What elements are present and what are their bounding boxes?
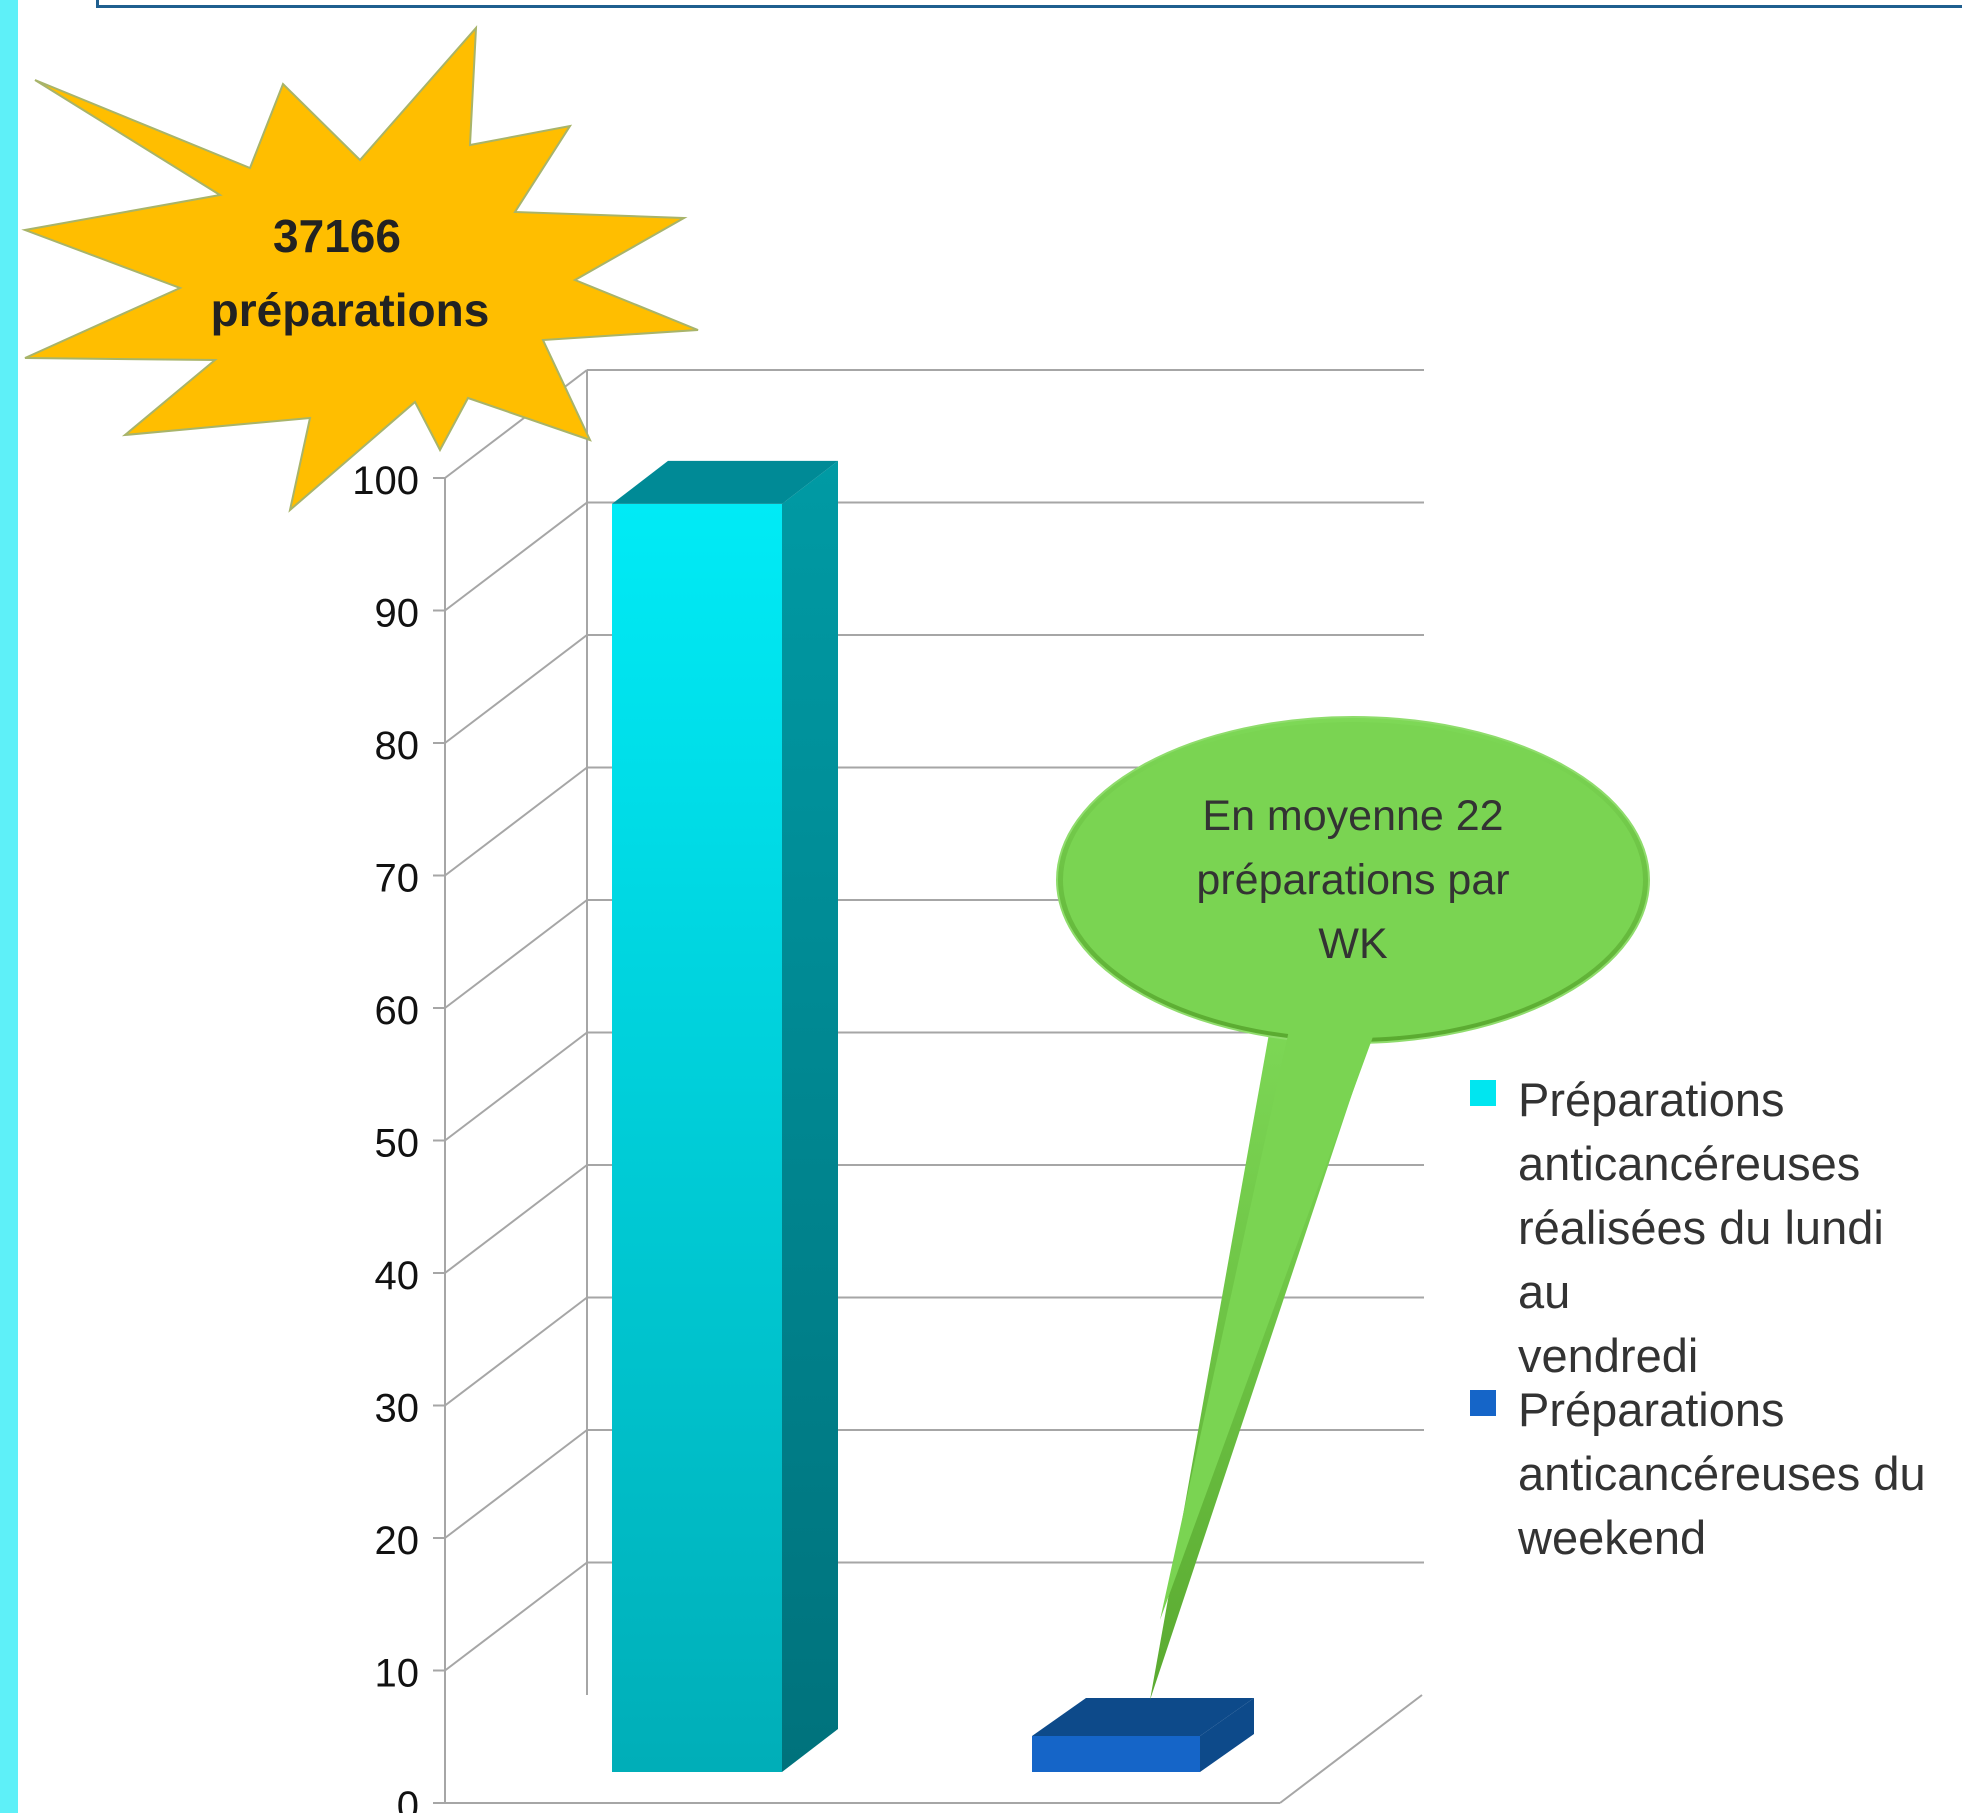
y-axis-tick-labels: 0 10 20 30 40 50 60 70 80 90 100	[352, 459, 419, 1813]
y-tick-label: 0	[397, 1784, 419, 1813]
y-tick-label: 100	[352, 459, 419, 503]
starburst-total-label: préparations	[211, 284, 490, 336]
callout-pointer-inner	[1160, 980, 1390, 1620]
bar-weekend	[1032, 1698, 1254, 1772]
legend-weekday-line: vendredi	[1518, 1329, 1699, 1382]
y-tick-label: 30	[375, 1387, 420, 1431]
y-tick-label: 70	[375, 857, 420, 901]
y-tick-label: 40	[375, 1254, 420, 1298]
gridline-side	[444, 1296, 588, 1407]
y-tick-label: 20	[375, 1519, 420, 1563]
bar-weekend-front	[1032, 1736, 1200, 1772]
gridline-side	[444, 501, 588, 612]
bar-weekday-front	[612, 503, 782, 1772]
gridline-side	[444, 1164, 588, 1274]
y-tick-label: 50	[375, 1122, 420, 1166]
bar-weekday-top	[612, 460, 838, 504]
gridline-side	[444, 1031, 588, 1142]
starburst-shape	[21, 25, 699, 513]
callout-pointer	[1150, 1000, 1380, 1700]
y-tick-label: 80	[375, 724, 420, 768]
left-accent-strip	[0, 0, 18, 1813]
gridline-side	[444, 1561, 588, 1672]
total-starburst: 37166 préparations	[21, 25, 699, 513]
slide-frame	[96, 0, 1962, 8]
callout-text-line: WK	[1318, 920, 1388, 968]
y-tick-label: 90	[375, 592, 420, 636]
callout-bubble-inner	[1063, 722, 1643, 1038]
legend-weekend-line: anticancéreuses du	[1518, 1447, 1926, 1500]
callout-text-line: En moyenne 22	[1202, 792, 1503, 840]
legend-weekend-line: Préparations	[1518, 1383, 1785, 1436]
starburst-total-number: 37166	[273, 210, 401, 262]
gridline-side	[444, 899, 588, 1009]
y-tick-label: 60	[375, 989, 420, 1033]
bar-weekday-side	[782, 460, 838, 1772]
legend-weekday-line: Préparations	[1518, 1073, 1785, 1126]
bar-weekend-top	[1032, 1698, 1254, 1736]
gridline-side	[444, 634, 588, 744]
average-callout: En moyenne 22 préparations par WK	[1056, 716, 1650, 1700]
bar-weekday	[612, 460, 838, 1772]
chart-bars	[612, 460, 1254, 1772]
legend-weekday-line: réalisées du lundi au	[1518, 1201, 1884, 1318]
legend-swatch-weekday	[1470, 1080, 1496, 1106]
legend-weekday-line: anticancéreuses	[1518, 1137, 1861, 1190]
bar-weekend-side	[1200, 1698, 1254, 1772]
callout-text-line: préparations par	[1196, 856, 1509, 904]
floor-right-edge	[1279, 1694, 1423, 1804]
gridline-side	[444, 766, 588, 877]
legend-weekend-line: weekend	[1518, 1511, 1707, 1564]
legend-swatch-weekend	[1470, 1390, 1496, 1416]
y-tick-label: 10	[375, 1652, 420, 1696]
gridline-side	[444, 1429, 588, 1539]
